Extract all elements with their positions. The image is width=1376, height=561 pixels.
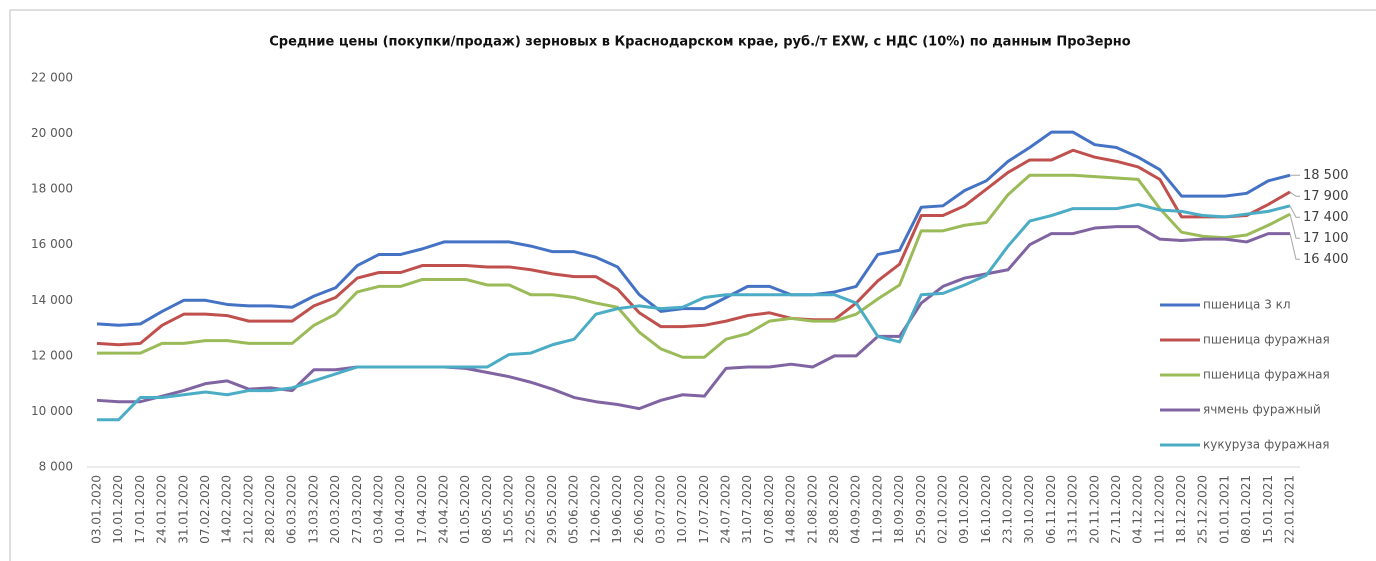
x-tick-label: 15.05.2020: [502, 475, 516, 544]
x-tick-label: 28.08.2020: [827, 475, 841, 544]
x-tick-label: 08.01.2021: [1239, 475, 1253, 544]
x-tick-label: 17.01.2020: [133, 475, 147, 544]
x-tick-label: 31.07.2020: [740, 475, 754, 544]
legend-label: кукуруза фуражная: [1203, 438, 1330, 452]
x-tick-label: 04.12.2020: [1131, 475, 1145, 544]
x-tick-label: 08.05.2020: [480, 475, 494, 544]
x-tick-label: 22.01.2021: [1283, 475, 1297, 544]
x-tick-label: 01.05.2020: [458, 475, 472, 544]
x-tick-label: 29.05.2020: [545, 475, 559, 544]
x-tick-label: 10.01.2020: [111, 475, 125, 544]
x-tick-label: 04.09.2020: [849, 475, 863, 544]
legend-label: пшеница 3 кл: [1203, 298, 1291, 312]
value-label: 17 400: [1303, 210, 1349, 225]
x-tick-label: 21.08.2020: [805, 475, 819, 544]
x-tick-label: 23.10.2020: [1001, 475, 1015, 544]
x-tick-label: 30.10.2020: [1022, 475, 1036, 544]
x-tick-label: 07.08.2020: [762, 475, 776, 544]
x-tick-label: 05.06.2020: [567, 475, 581, 544]
x-tick-label: 28.02.2020: [263, 475, 277, 544]
x-tick-label: 11.12.2020: [1152, 475, 1166, 544]
chart: Средние цены (покупки/продаж) зерновых в…: [0, 0, 1376, 561]
x-tick-label: 24.07.2020: [719, 475, 733, 544]
x-tick-label: 03.01.2020: [90, 475, 104, 544]
y-tick-label: 22 000: [31, 71, 73, 85]
legend-label: пшеница фуражная: [1203, 333, 1330, 347]
x-tick-label: 14.08.2020: [784, 475, 798, 544]
x-tick-label: 25.09.2020: [914, 475, 928, 544]
y-tick-label: 20 000: [31, 126, 73, 140]
x-tick-label: 01.01.2021: [1217, 475, 1231, 544]
x-tick-label: 10.04.2020: [393, 475, 407, 544]
x-tick-label: 25.12.2020: [1196, 475, 1210, 544]
x-tick-label: 17.04.2020: [415, 475, 429, 544]
x-tick-label: 24.01.2020: [155, 475, 169, 544]
x-tick-label: 06.11.2020: [1044, 475, 1058, 544]
x-tick-label: 22.05.2020: [523, 475, 537, 544]
x-tick-label: 21.02.2020: [241, 475, 255, 544]
x-tick-label: 03.07.2020: [653, 475, 667, 544]
x-tick-label: 19.06.2020: [610, 475, 624, 544]
y-tick-label: 18 000: [31, 182, 73, 196]
x-tick-label: 13.03.2020: [306, 475, 320, 544]
x-tick-label: 15.01.2021: [1261, 475, 1275, 544]
x-tick-label: 12.06.2020: [588, 475, 602, 544]
y-tick-label: 8 000: [39, 460, 73, 474]
value-label: 16 400: [1303, 252, 1349, 267]
x-tick-label: 07.02.2020: [198, 475, 212, 544]
x-tick-label: 18.09.2020: [892, 475, 906, 544]
x-tick-label: 17.07.2020: [697, 475, 711, 544]
value-label: 17 900: [1303, 189, 1349, 204]
y-tick-label: 12 000: [31, 348, 73, 362]
y-tick-label: 16 000: [31, 237, 73, 251]
x-tick-label: 11.09.2020: [870, 475, 884, 544]
x-tick-label: 09.10.2020: [957, 475, 971, 544]
chart-frame: [10, 10, 1376, 561]
x-tick-label: 26.06.2020: [632, 475, 646, 544]
chart-title: Средние цены (покупки/продаж) зерновых в…: [269, 35, 1131, 50]
y-tick-label: 14 000: [31, 293, 73, 307]
x-tick-label: 20.03.2020: [328, 475, 342, 544]
x-tick-label: 03.04.2020: [371, 475, 385, 544]
x-tick-label: 24.04.2020: [437, 475, 451, 544]
x-tick-label: 16.10.2020: [979, 475, 993, 544]
value-label: 18 500: [1303, 168, 1349, 183]
x-tick-label: 13.11.2020: [1066, 475, 1080, 544]
legend-label: ячмень фуражный: [1203, 403, 1321, 417]
x-tick-label: 31.01.2020: [176, 475, 190, 544]
x-tick-label: 06.03.2020: [285, 475, 299, 544]
legend-label: пшеница фуражная: [1203, 368, 1330, 382]
x-tick-label: 18.12.2020: [1174, 475, 1188, 544]
x-tick-label: 20.11.2020: [1087, 475, 1101, 544]
x-tick-label: 27.03.2020: [350, 475, 364, 544]
value-label: 17 100: [1303, 231, 1349, 246]
x-tick-label: 27.11.2020: [1109, 475, 1123, 544]
y-tick-label: 10 000: [31, 404, 73, 418]
x-tick-label: 10.07.2020: [675, 475, 689, 544]
x-tick-label: 02.10.2020: [935, 475, 949, 544]
x-tick-label: 14.02.2020: [220, 475, 234, 544]
